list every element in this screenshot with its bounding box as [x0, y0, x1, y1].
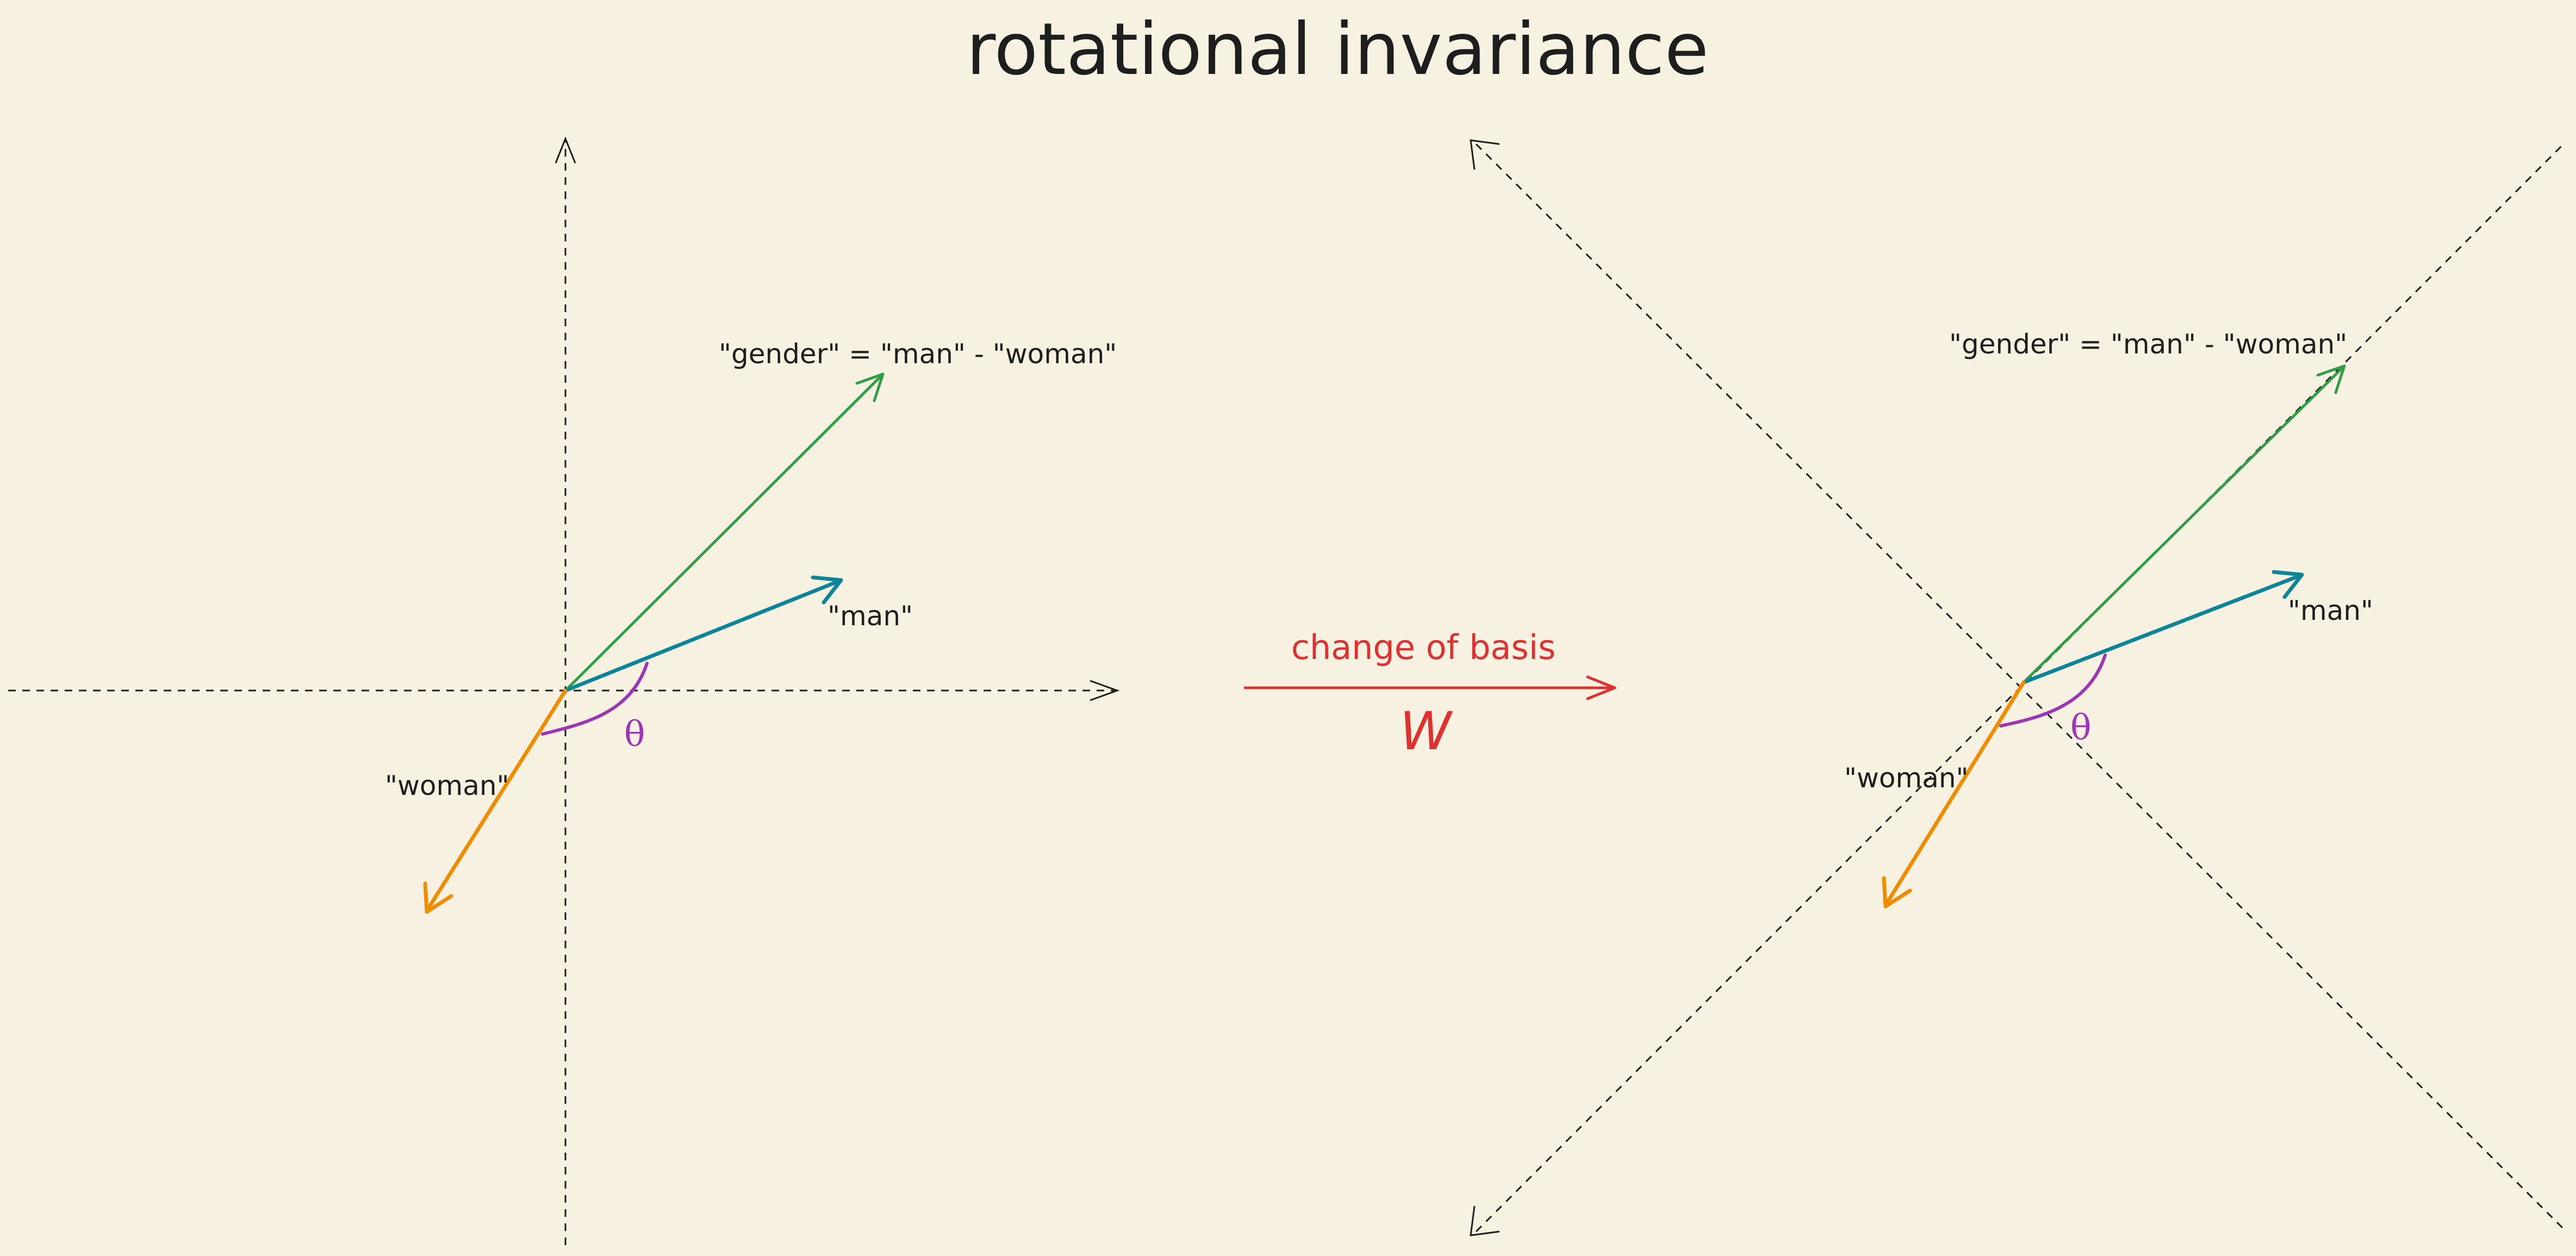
right-axis-descending-arrowhead — [1470, 139, 1500, 170]
left-man-vector — [563, 579, 842, 693]
right-woman-arrowhead — [1882, 876, 1912, 909]
change-of-basis: change of basis W — [1243, 627, 1616, 762]
left-woman-label: "woman" — [385, 770, 509, 801]
left-woman-arrowhead — [423, 881, 453, 914]
left-y-axis-arrowhead — [555, 136, 576, 164]
page-title: rotational invariance — [966, 8, 1709, 91]
change-of-basis-arrowhead — [1586, 675, 1616, 700]
right-angle-arc — [1999, 654, 2107, 728]
matrix-w-label: W — [1400, 701, 1453, 762]
right-axis-ascending-arrowhead — [1470, 1205, 1500, 1236]
left-man-label: "man" — [827, 600, 913, 632]
right-woman-label: "woman" — [1844, 762, 1969, 794]
left-angle-label: θ — [624, 714, 645, 755]
right-gender-label: "gender" = "man" - "woman" — [1949, 328, 2347, 360]
change-of-basis-label: change of basis — [1291, 627, 1556, 667]
left-panel: θ "gender" = "man" - "woman" "man" "woma… — [8, 136, 1120, 1245]
right-panel: θ "gender" = "man" - "woman" "man" "woma… — [1470, 139, 2565, 1236]
left-gender-vector — [564, 374, 883, 692]
left-angle-arc — [541, 662, 649, 736]
left-gender-arrowhead — [855, 372, 885, 402]
right-man-arrowhead — [2272, 570, 2304, 599]
right-angle-label: θ — [2070, 708, 2092, 748]
left-gender-label: "gender" = "man" - "woman" — [719, 338, 1117, 370]
right-gender-vector — [2022, 365, 2345, 684]
right-gender-arrowhead — [2316, 364, 2346, 394]
left-x-axis-arrowhead — [1090, 680, 1120, 701]
right-man-vector — [2021, 573, 2303, 685]
left-woman-vector — [425, 688, 568, 913]
right-woman-vector — [1883, 680, 2026, 907]
left-man-arrowhead — [811, 575, 843, 605]
right-man-label: "man" — [2288, 595, 2373, 626]
